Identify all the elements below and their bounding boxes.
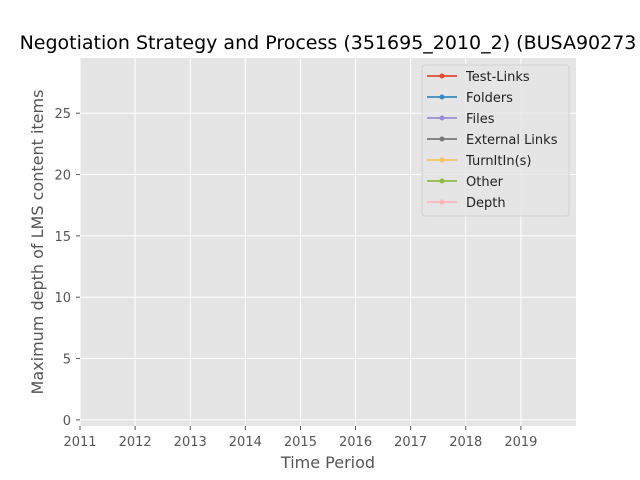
x-tick-label: 2013 (174, 435, 207, 450)
x-tick-label: 2011 (63, 435, 96, 450)
x-axis-ticks: 2011 2012 2013 2014 2015 2016 2017 2018 2019 (63, 426, 537, 450)
legend-marker (439, 136, 445, 142)
y-tick-label: 5 (63, 353, 71, 368)
x-tick-label: 2016 (339, 435, 372, 450)
y-tick-label: 20 (54, 169, 71, 184)
y-tick-label: 25 (54, 107, 71, 122)
legend-label: External Links (466, 133, 558, 148)
legend-marker (439, 199, 445, 205)
legend-label: Other (466, 175, 504, 190)
y-tick-label: 10 (54, 291, 71, 306)
x-tick-label: 2015 (284, 435, 317, 450)
legend-label: Files (466, 112, 495, 127)
x-tick-label: 2018 (449, 435, 482, 450)
x-tick-label: 2017 (394, 435, 427, 450)
legend-label: Depth (466, 196, 506, 211)
y-axis-label: Maximum depth of LMS content items (28, 90, 47, 395)
x-tick-label: 2014 (229, 435, 262, 450)
x-tick-label: 2019 (504, 435, 537, 450)
legend-marker (439, 157, 445, 163)
legend-marker (439, 94, 445, 100)
y-tick-label: 0 (63, 414, 71, 429)
x-axis-label: Time Period (280, 453, 375, 472)
legend-marker (439, 115, 445, 121)
legend-label: Test-Links (465, 70, 530, 85)
x-tick-label: 2012 (119, 435, 152, 450)
legend-label: TurnItIn(s) (465, 154, 531, 169)
y-tick-label: 15 (54, 230, 71, 245)
legend-marker (439, 73, 445, 79)
chart-title: Negotiation Strategy and Process (351695… (20, 32, 637, 54)
legend-marker (439, 178, 445, 184)
legend-label: Folders (466, 91, 513, 106)
legend-box (421, 64, 570, 217)
legend: Test-Links Folders Files External Links Turn… (421, 64, 570, 217)
y-axis-ticks: 0 5 10 15 20 25 (54, 107, 80, 429)
